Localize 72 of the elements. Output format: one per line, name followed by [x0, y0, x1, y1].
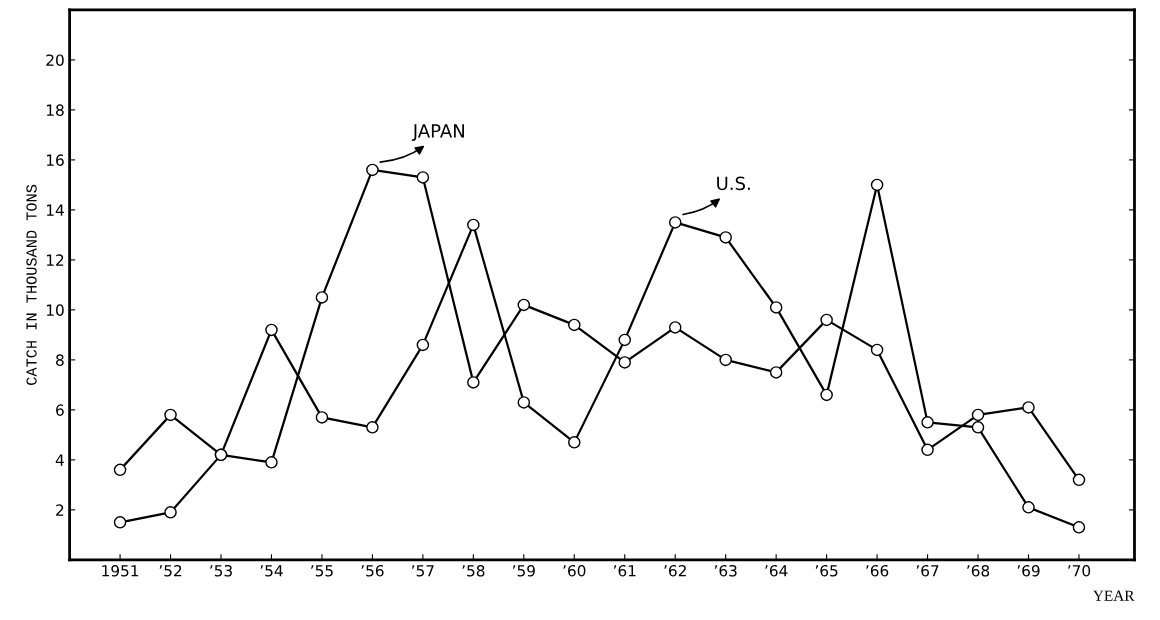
point: [971, 421, 985, 434]
point: [366, 421, 379, 434]
x-tick-label: ’59: [512, 564, 535, 577]
x-tick-label: ’56: [361, 564, 384, 577]
point: [921, 443, 934, 457]
point: [1072, 521, 1086, 534]
x-tick-label: ’52: [159, 564, 182, 577]
point: [517, 396, 531, 409]
annotation: U.S.: [717, 176, 750, 191]
point: [416, 338, 430, 352]
point: [315, 411, 329, 424]
point: [517, 298, 531, 312]
x-tick-label: ’60: [563, 564, 586, 577]
point: [921, 416, 934, 429]
y-tick-label: 6: [56, 404, 64, 416]
y-axis-title: CATCH IN THOUSAND TONS: [26, 184, 37, 385]
x-tick-label: ’68: [967, 564, 990, 577]
annotation: JAPAN: [411, 124, 464, 141]
y-tick-label: 12: [46, 254, 64, 266]
point: [1022, 401, 1035, 414]
point: [870, 343, 884, 357]
point: [618, 356, 632, 369]
point: [113, 516, 127, 529]
point: [366, 163, 379, 177]
y-tick-label: 16: [46, 154, 64, 166]
y-tick-label: 2: [56, 504, 64, 516]
point: [416, 171, 430, 184]
x-axis-title: YEAR: [1093, 590, 1135, 601]
point: [820, 313, 833, 327]
x-tick-label: ’66: [866, 564, 889, 577]
point: [719, 231, 732, 244]
point: [769, 366, 783, 379]
point: [568, 436, 581, 449]
point: [315, 291, 329, 304]
point: [265, 456, 278, 469]
point: [668, 321, 682, 334]
x-tick-label: ’55: [311, 565, 333, 577]
x-tick-label: ’54: [260, 565, 283, 577]
point: [870, 178, 884, 192]
x-tick-label: ’63: [714, 564, 737, 577]
point: [971, 408, 985, 422]
x-tick-label: ’65: [815, 564, 838, 577]
y-tick-label: 20: [46, 54, 64, 66]
x-tick-label: 1951: [102, 564, 139, 577]
x-tick-label: ’69: [1017, 564, 1040, 577]
point: [568, 318, 581, 332]
point: [164, 506, 177, 519]
point: [113, 463, 127, 477]
point: [164, 408, 177, 422]
y-tick-label: 10: [46, 304, 64, 316]
point: [618, 333, 632, 347]
y-tick-label: 4: [55, 454, 64, 466]
x-tick-label: ’53: [210, 564, 232, 577]
y-tick-label: 8: [56, 354, 64, 366]
y-tick-label: 14: [46, 204, 64, 216]
x-tick-label: ’61: [613, 564, 636, 577]
point: [820, 388, 833, 402]
point: [467, 376, 480, 389]
point: [265, 323, 278, 337]
point: [1072, 473, 1086, 487]
x-tick-label: ’64: [765, 564, 788, 577]
x-tick-label: ’70: [1068, 564, 1091, 577]
point: [467, 218, 480, 232]
x-tick-label: ’62: [664, 564, 686, 577]
y-tick-label: 18: [46, 104, 64, 116]
point: [769, 301, 783, 314]
point: [1022, 501, 1035, 514]
point: [719, 353, 732, 367]
x-tick-label: ’58: [462, 564, 485, 577]
point: [668, 216, 682, 229]
x-tick-label: ’67: [916, 564, 939, 577]
x-tick-label: ’57: [412, 565, 434, 577]
